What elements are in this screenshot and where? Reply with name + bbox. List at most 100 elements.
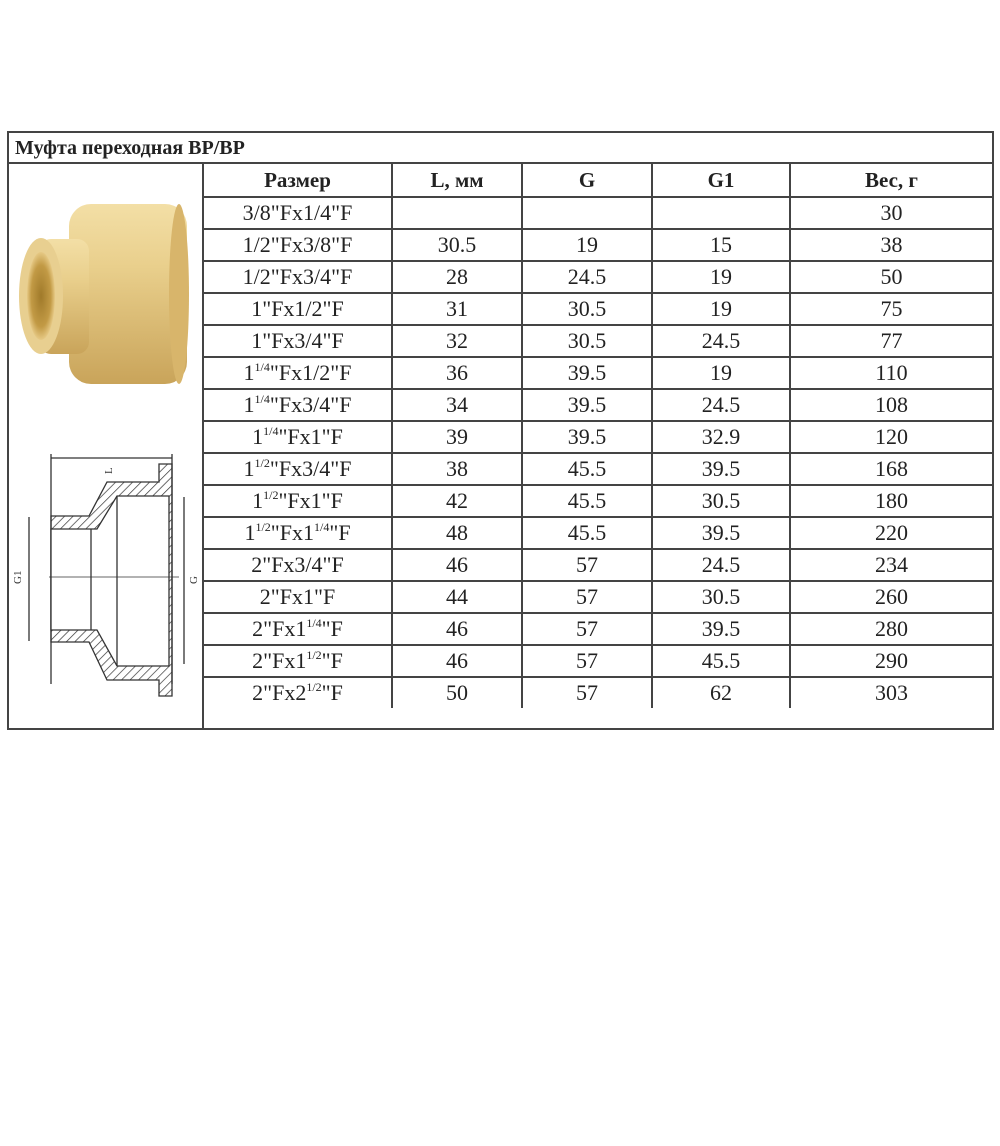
cell-weight: 108 — [789, 388, 992, 422]
table-row: 1"Fx3/4"F 32 30.5 24.5 77 — [204, 324, 992, 358]
cell-weight: 75 — [789, 292, 992, 326]
size-text: 1 — [252, 488, 264, 513]
cell-g1: 39.5 — [651, 452, 791, 486]
table-row: 2"Fx3/4"F 46 57 24.5 234 — [204, 548, 992, 582]
cell-size: 2"Fx11/2"F — [204, 644, 393, 678]
size-fraction: 1/4 — [254, 392, 270, 406]
cell-g1: 32.9 — [651, 420, 791, 454]
size-text: "Fx1/2"F — [269, 360, 352, 385]
cell-weight: 120 — [789, 420, 992, 454]
table-row: 3/8"Fx1/4"F 30 — [204, 196, 992, 230]
cell-g: 45.5 — [521, 516, 653, 550]
size-text: "Fx1"F — [278, 488, 343, 513]
size-text: "F — [321, 680, 343, 705]
cell-g1: 19 — [651, 260, 791, 294]
length-label: L — [103, 467, 115, 474]
size-text: 2"Fx2 — [252, 680, 307, 705]
size-text: "Fx3/4"F — [269, 392, 352, 417]
size-text: 2"Fx1 — [252, 616, 307, 641]
g1-label: G1 — [12, 571, 24, 584]
col-length: L, мм — [391, 164, 523, 198]
cell-size: 1"Fx3/4"F — [204, 324, 393, 358]
size-text: 1"Fx3/4"F — [251, 328, 344, 353]
cell-size: 2"Fx21/2"F — [204, 676, 393, 708]
cell-weight: 77 — [789, 324, 992, 358]
cell-length: 46 — [391, 644, 523, 678]
cell-size: 2"Fx11/4"F — [204, 612, 393, 646]
cell-size: 3/8"Fx1/4"F — [204, 196, 393, 230]
size-text: 1 — [244, 520, 256, 545]
size-text: 3/8"Fx1/4"F — [242, 200, 353, 225]
size-text: 1 — [243, 360, 255, 385]
cell-weight: 234 — [789, 548, 992, 582]
cell-g: 19 — [521, 228, 653, 262]
size-fraction: 1/4 — [314, 520, 330, 534]
cell-weight: 220 — [789, 516, 992, 550]
cell-weight: 30 — [789, 196, 992, 230]
cell-weight: 180 — [789, 484, 992, 518]
cell-weight: 50 — [789, 260, 992, 294]
cell-length: 42 — [391, 484, 523, 518]
cell-length: 36 — [391, 356, 523, 390]
table-row: 1"Fx1/2"F 31 30.5 19 75 — [204, 292, 992, 326]
size-fraction: 1/4 — [263, 424, 279, 438]
table-row: 1/2"Fx3/8"F 30.5 19 15 38 — [204, 228, 992, 262]
image-cell: L G1 G — [9, 164, 204, 730]
col-g1: G1 — [651, 164, 791, 198]
size-fraction: 1/2 — [255, 520, 271, 534]
size-text: 1 — [243, 392, 255, 417]
cell-g1: 19 — [651, 356, 791, 390]
cell-weight: 168 — [789, 452, 992, 486]
cell-g1: 30.5 — [651, 484, 791, 518]
table-row: 11/2"Fx3/4"F 38 45.5 39.5 168 — [204, 452, 992, 486]
cell-g1 — [651, 196, 791, 230]
header-row: Размер L, мм G G1 Вес, г — [204, 164, 992, 198]
col-g: G — [521, 164, 653, 198]
cell-g: 45.5 — [521, 484, 653, 518]
table-row: 1/2"Fx3/4"F 28 24.5 19 50 — [204, 260, 992, 294]
cell-size: 11/2"Fx11/4"F — [204, 516, 393, 550]
table-row: 11/4"Fx1"F 39 39.5 32.9 120 — [204, 420, 992, 454]
cell-weight: 110 — [789, 356, 992, 390]
cell-g: 30.5 — [521, 292, 653, 326]
table-row: 11/2"Fx1"F 42 45.5 30.5 180 — [204, 484, 992, 518]
spec-sheet: Муфта переходная ВР/ВР — [7, 131, 994, 730]
cell-length — [391, 196, 523, 230]
cell-length: 31 — [391, 292, 523, 326]
size-text: "F — [321, 616, 343, 641]
cell-g — [521, 196, 653, 230]
cell-weight: 290 — [789, 644, 992, 678]
cell-weight: 303 — [789, 676, 992, 708]
size-text: 1 — [243, 456, 255, 481]
cell-length: 38 — [391, 452, 523, 486]
cell-g: 45.5 — [521, 452, 653, 486]
cell-g: 39.5 — [521, 388, 653, 422]
g-label: G — [188, 576, 200, 584]
size-text: 1"Fx1/2"F — [251, 296, 344, 321]
cell-length: 39 — [391, 420, 523, 454]
cell-length: 46 — [391, 548, 523, 582]
cell-size: 11/4"Fx3/4"F — [204, 388, 393, 422]
size-text: 1/2"Fx3/4"F — [242, 264, 353, 289]
size-text: 2"Fx3/4"F — [251, 552, 344, 577]
cell-size: 11/2"Fx3/4"F — [204, 452, 393, 486]
brass-reducer-photo — [19, 204, 189, 384]
cell-size: 2"Fx3/4"F — [204, 548, 393, 582]
cell-length: 46 — [391, 612, 523, 646]
cell-length: 48 — [391, 516, 523, 550]
cell-size: 1/2"Fx3/4"F — [204, 260, 393, 294]
size-text: "Fx1"F — [278, 424, 343, 449]
cell-g1: 24.5 — [651, 324, 791, 358]
cell-g1: 24.5 — [651, 548, 791, 582]
cell-size: 11/4"Fx1/2"F — [204, 356, 393, 390]
size-fraction: 1/2 — [306, 680, 322, 694]
cell-size: 1"Fx1/2"F — [204, 292, 393, 326]
table-row: 2"Fx1"F 44 57 30.5 260 — [204, 580, 992, 614]
cell-length: 30.5 — [391, 228, 523, 262]
size-text: 1/2"Fx3/8"F — [242, 232, 353, 257]
cell-length: 32 — [391, 324, 523, 358]
size-fraction: 1/2 — [306, 648, 322, 662]
table-row: 11/2"Fx11/4"F 48 45.5 39.5 220 — [204, 516, 992, 550]
cell-g: 24.5 — [521, 260, 653, 294]
cell-g1: 30.5 — [651, 580, 791, 614]
